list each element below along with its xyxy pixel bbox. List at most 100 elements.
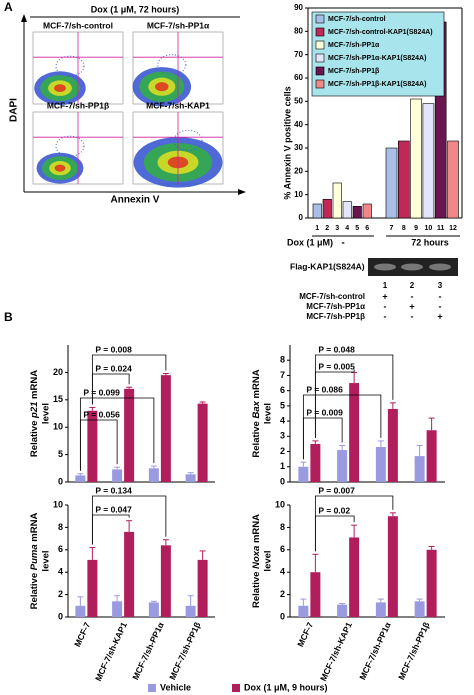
- blot-mark: -: [411, 311, 414, 321]
- bar: [148, 468, 159, 482]
- x-tick-label: 12: [449, 225, 457, 232]
- x-tick-label: 9: [414, 225, 418, 232]
- bar: [312, 203, 322, 219]
- x-tick-label: 6: [365, 225, 369, 232]
- y-tick-label: 3: [280, 431, 285, 441]
- bar: [349, 537, 360, 617]
- y-label-part: Bax: [251, 400, 262, 418]
- legend-box: [311, 11, 445, 97]
- y-tick-label: 4: [280, 567, 285, 577]
- y-tick-label: 30: [294, 143, 303, 152]
- blot-label: Flag-KAP1(S824A): [290, 261, 365, 271]
- blot-mark: +: [382, 291, 387, 301]
- arrow-head: [21, 14, 27, 22]
- blot-mark: -: [439, 291, 442, 301]
- legend-swatch: [315, 14, 325, 24]
- lane-label: 3: [438, 281, 443, 290]
- bar: [387, 516, 398, 617]
- bar: [310, 572, 321, 617]
- lane-label: 2: [410, 281, 415, 290]
- flow-x-label: Annexin V: [111, 195, 160, 206]
- y-label-part: mRNA: [251, 514, 262, 546]
- flow-density: [54, 164, 66, 172]
- p-value: P = 0.005: [318, 361, 355, 371]
- y-label-part: mRNA: [29, 370, 40, 402]
- dox-label: Dox (1 μM): [287, 237, 333, 247]
- blot-band: [429, 263, 451, 271]
- blot-mark: -: [439, 301, 442, 311]
- x-tick-label: 7: [390, 225, 394, 232]
- y-tick-label: 5: [58, 449, 63, 459]
- blot-row-label: MCF-7/sh-PP1β: [306, 312, 365, 321]
- bar: [75, 605, 86, 617]
- bar: [352, 206, 362, 219]
- y-tick-label: 1: [280, 461, 285, 471]
- y-tick-label: 20: [53, 367, 63, 377]
- p-value: P = 0.048: [318, 344, 355, 354]
- y-tick-label: 8: [280, 522, 285, 532]
- flow-plot-label: MCF-7/sh-control: [43, 20, 113, 30]
- y-axis-label: level: [41, 403, 52, 424]
- bar: [148, 602, 159, 617]
- blot-mark: +: [409, 301, 414, 311]
- y-label-part: Puma: [29, 544, 40, 570]
- x-tick-label: MCF-7/sh-KAP1: [318, 620, 354, 682]
- legend-swatch: [148, 684, 156, 692]
- y-axis-label: Relative Noxa mRNA: [251, 514, 262, 608]
- y-tick-label: 8: [58, 522, 63, 532]
- y-tick-label: 5: [280, 400, 285, 410]
- bar: [410, 98, 422, 219]
- bar: [387, 408, 398, 482]
- bar: [197, 559, 208, 617]
- y-axis-label: Relative Bax mRNA: [251, 369, 262, 457]
- flow-density: [155, 82, 169, 92]
- panel-label: A: [4, 0, 13, 14]
- significance-bracket: [79, 419, 118, 471]
- flow-scatter: [173, 129, 203, 151]
- p-value: P = 0.099: [83, 387, 120, 397]
- y-tick-label: 10: [275, 499, 285, 509]
- y-label-part: Relative: [29, 570, 40, 609]
- flow-scatter: [157, 54, 187, 76]
- y-axis-label: level: [41, 550, 52, 571]
- x-tick-label: MCF-7/sh-KAP1: [93, 620, 129, 682]
- y-tick-label: 8: [280, 355, 285, 365]
- bar: [322, 199, 332, 219]
- bar: [337, 450, 348, 482]
- y-tick-label: 2: [280, 446, 285, 456]
- bar: [342, 201, 352, 219]
- p-value: P = 0.008: [95, 344, 132, 354]
- flow-plot-label: MCF-7/sh-KAP1: [146, 100, 210, 110]
- y-label-part: mRNA: [251, 369, 262, 401]
- bar: [375, 602, 386, 617]
- y-tick-label: 0: [299, 213, 304, 222]
- bar: [310, 443, 321, 482]
- y-axis-label: level: [263, 403, 274, 424]
- x-tick-label: MCF-7: [295, 620, 315, 648]
- bar: [160, 375, 171, 482]
- bar: [362, 203, 372, 219]
- dox-group: -: [341, 238, 344, 249]
- y-label-part: Relative: [251, 569, 262, 608]
- y-label-part: mRNA: [29, 513, 40, 545]
- y-tick-label: 20: [294, 166, 303, 175]
- legend-swatch: [315, 66, 325, 76]
- y-tick-label: 2: [58, 589, 63, 599]
- bar: [185, 474, 196, 482]
- p-value: P = 0.007: [318, 485, 355, 495]
- x-tick-label: 1: [315, 225, 319, 232]
- y-axis-label: Relative p21 mRNA: [29, 370, 40, 457]
- y-axis-label: Relative Puma mRNA: [29, 513, 40, 610]
- legend-label: Vehicle: [160, 682, 191, 692]
- dox-group: 72 hours: [411, 237, 449, 247]
- flow-density: [54, 84, 66, 93]
- bar: [397, 140, 410, 219]
- legend-label: MCF-7/sh-control: [328, 16, 386, 23]
- y-tick-label: 50: [294, 96, 303, 105]
- bar: [160, 545, 171, 617]
- y-tick-label: 15: [53, 394, 63, 404]
- x-tick-label: MCF-7/sh-PP1β: [396, 621, 431, 682]
- y-axis-label: % Annexin V positive cells: [282, 86, 292, 199]
- bar: [426, 430, 437, 482]
